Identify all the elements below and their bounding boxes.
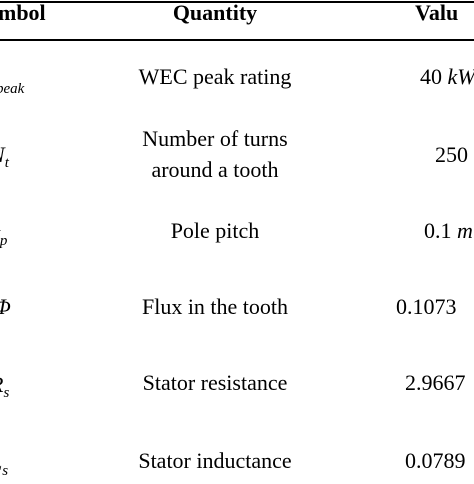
row-value-flux: 0.1073 [396, 294, 457, 320]
value-number: 250 [435, 142, 468, 167]
header-value: Valu [415, 0, 458, 26]
row-quantity-resistance: Stator resistance [0, 370, 430, 396]
row-quantity-inductance: Stator inductance [0, 448, 430, 474]
row-quantity-flux: Flux in the tooth [0, 294, 430, 320]
row-value-resistance: 2.9667 [405, 370, 466, 396]
row-value-peak: 40 kW [420, 64, 474, 90]
value-unit: m [457, 218, 473, 243]
row-quantity-pole-pitch: Pole pitch [0, 218, 430, 244]
parameter-table: mbol Quantity Valu peak WEC peak rating … [0, 0, 474, 474]
row-quantity-turns-line2: around a tooth [0, 157, 430, 183]
row-value-turns: 250 [435, 142, 468, 168]
value-number: 40 [420, 64, 442, 89]
header-rule [0, 39, 474, 41]
value-number: 0.0789 [405, 448, 466, 473]
value-number: 0.1 [424, 218, 452, 243]
value-number: 2.9667 [405, 370, 466, 395]
row-value-inductance: 0.0789 [405, 448, 466, 474]
header-quantity: Quantity [0, 0, 430, 26]
row-value-pole-pitch: 0.1 m [424, 218, 473, 244]
value-unit: kW [448, 64, 474, 89]
row-quantity-peak: WEC peak rating [0, 64, 430, 90]
value-number: 0.1073 [396, 294, 457, 319]
row-quantity-turns-line1: Number of turns [0, 126, 430, 152]
